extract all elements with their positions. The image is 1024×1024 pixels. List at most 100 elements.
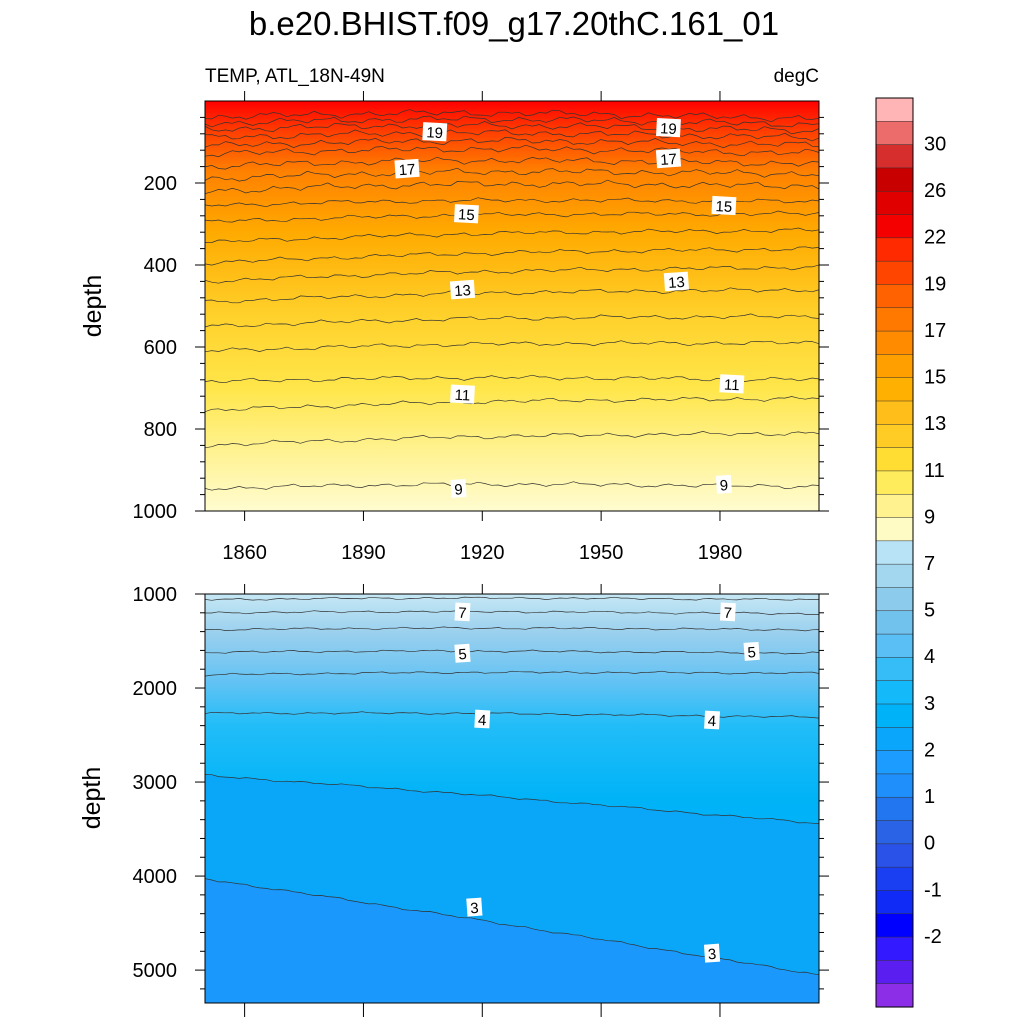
colorbar-swatch	[875, 610, 914, 635]
colorbar-swatch	[875, 97, 914, 122]
colorbar-tick-label: 4	[924, 646, 935, 668]
upper-ylabel: depth	[79, 275, 107, 338]
colorbar-swatch	[875, 680, 914, 705]
contour-line	[205, 144, 819, 158]
contour-label: 13	[663, 271, 689, 292]
colorbar-swatch	[875, 750, 914, 775]
contour-label: 7	[719, 602, 736, 622]
contour-label: 4	[474, 709, 491, 729]
colorbar-tick-label: 3	[924, 693, 935, 715]
contour-line	[205, 340, 819, 353]
svg-text:11: 11	[454, 387, 470, 405]
contour-label: 19	[422, 122, 448, 142]
colorbar-swatch	[875, 820, 914, 845]
upper-contour-labels: 19 17 15 13 11 9 19 17 15 13 11 9	[394, 118, 745, 499]
upper-ticks: 1860 1890 1920 1950 1980 200 400 600 800 1000	[133, 91, 829, 564]
contour-label: 11	[450, 384, 475, 405]
y-tick-label: 1000	[133, 501, 178, 523]
colorbar-swatch	[875, 144, 914, 169]
colorbar-swatch	[875, 703, 914, 728]
colorbar-swatch	[875, 377, 914, 402]
contour-line	[205, 227, 819, 243]
x-tick-label: 1980	[698, 542, 743, 564]
svg-text:9: 9	[719, 477, 729, 495]
colorbar-tick-label: 19	[924, 273, 946, 295]
contour-line	[205, 287, 819, 304]
contour-label: 19	[656, 118, 681, 138]
y-tick-label: 3000	[133, 772, 178, 794]
y-tick-label: 1000	[133, 584, 178, 606]
upper-contours	[205, 109, 819, 491]
contour-label: 9	[450, 478, 467, 499]
colorbar-tick-label: 2	[924, 739, 935, 761]
contour-label: 3	[703, 943, 721, 964]
contour-label: 17	[655, 148, 682, 169]
y-tick-label: 2000	[133, 678, 178, 700]
colorbar-swatch	[875, 237, 914, 262]
colorbar-swatch	[875, 517, 914, 542]
contour-line	[205, 156, 819, 170]
colorbar: 30 26 22 19 17 15 13 11 9 7 5 4 3 2 1 0 -1 -2	[875, 97, 946, 1008]
svg-text:7: 7	[723, 605, 732, 622]
colorbar-swatch	[875, 633, 914, 658]
lower-panel: 7 5 4 3 7 5 4 3 1000 2000 3000 4000 5000 depth	[78, 584, 829, 1017]
x-tick-label: 1890	[341, 542, 386, 564]
contour-label: 5	[454, 643, 471, 664]
contour-label: 17	[394, 158, 420, 179]
colorbar-swatch	[875, 983, 914, 1008]
colorbar-swatch	[875, 866, 914, 892]
svg-text:13: 13	[454, 282, 472, 300]
contour-line	[205, 396, 819, 413]
colorbar-swatch	[875, 330, 914, 355]
x-tick-label: 1920	[460, 542, 505, 564]
contour-line	[205, 431, 819, 449]
contour-label: 7	[454, 602, 471, 622]
svg-text:15: 15	[458, 206, 476, 224]
colorbar-swatch	[875, 587, 914, 612]
colorbar-tick-label: -1	[924, 879, 942, 901]
svg-text:17: 17	[660, 151, 678, 169]
colorbar-tick-label: 15	[924, 367, 946, 389]
colorbar-tick-label: 5	[924, 600, 935, 622]
colorbar-tick-label: 30	[924, 133, 946, 155]
contour-label: 4	[704, 710, 721, 730]
colorbar-tick-label: 26	[924, 180, 946, 202]
svg-text:9: 9	[454, 481, 464, 499]
colorbar-swatch	[875, 284, 914, 309]
colorbar-swatch	[875, 960, 914, 985]
svg-text:17: 17	[398, 161, 416, 179]
contour-label: 3	[466, 897, 483, 917]
contour-line	[205, 167, 819, 182]
colorbar-swatch	[875, 190, 914, 216]
contour-label: 5	[743, 641, 760, 662]
figure-title: b.e20.BHIST.f09_g17.20thC.161_01	[249, 5, 779, 42]
colorbar-swatch	[875, 493, 914, 519]
contour-line	[205, 210, 819, 223]
colorbar-swatch	[875, 121, 914, 146]
colorbar-tick-label: -2	[924, 926, 942, 948]
svg-text:15: 15	[715, 198, 733, 216]
contour-band	[205, 878, 819, 1003]
colorbar-swatch	[875, 843, 914, 868]
contour-label: 13	[449, 279, 476, 300]
contour-line	[205, 129, 819, 142]
upper-panel-frame	[204, 100, 820, 512]
svg-text:3: 3	[707, 946, 717, 964]
colorbar-tick-label: 7	[924, 553, 935, 575]
colorbar-swatch	[875, 657, 914, 682]
colorbar-tick-label: 9	[924, 506, 935, 528]
colorbar-swatch	[875, 727, 914, 752]
colorbar-swatch	[875, 540, 914, 565]
colorbar-swatch	[875, 214, 914, 239]
colorbar-swatch	[875, 796, 914, 822]
upper-panel-fill	[205, 101, 819, 511]
lower-ticks: 1000 2000 3000 4000 5000	[133, 584, 829, 1017]
colorbar-swatch	[875, 400, 914, 425]
contour-line	[205, 137, 819, 149]
colorbar-tick-label: 1	[924, 786, 935, 808]
colorbar-swatch	[875, 890, 914, 915]
contour-line	[205, 610, 819, 615]
y-tick-label: 800	[144, 419, 177, 441]
colorbar-tick-label: 13	[924, 413, 946, 435]
contour-line	[205, 313, 819, 328]
